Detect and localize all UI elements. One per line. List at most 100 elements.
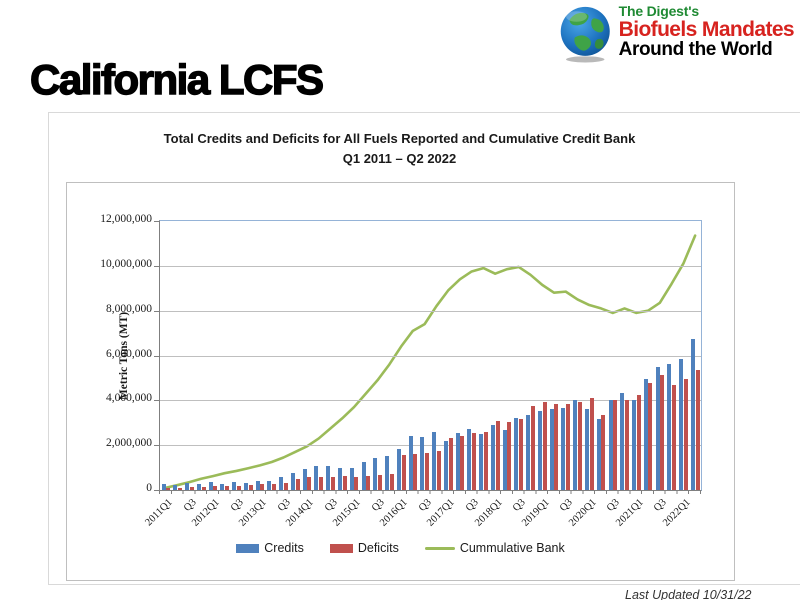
deficits-bar bbox=[601, 414, 606, 490]
legend-item-credits: Credits bbox=[236, 541, 304, 555]
deficits-bar bbox=[542, 402, 547, 490]
chart-title-line2: Q1 2011 – Q2 2022 bbox=[342, 151, 457, 167]
credits-bar bbox=[502, 430, 507, 490]
deficits-bar bbox=[554, 404, 559, 490]
deficits-bar bbox=[436, 450, 441, 490]
deficits-bar bbox=[307, 477, 312, 490]
credits-bar bbox=[338, 467, 342, 490]
credits-bar bbox=[573, 399, 578, 490]
deficits-bar bbox=[483, 431, 488, 490]
deficits-bar bbox=[695, 370, 700, 490]
credits-bar bbox=[620, 392, 625, 490]
last-updated-note: Last Updated 10/31/22 bbox=[625, 588, 752, 600]
y-axis-label: 6,000,000 bbox=[106, 347, 152, 360]
deficits-bar bbox=[330, 476, 335, 490]
credits-bar bbox=[408, 436, 413, 490]
credits-bar bbox=[232, 481, 237, 490]
deficits-bar bbox=[660, 374, 665, 490]
credits-bar bbox=[526, 414, 531, 490]
credits-bar bbox=[196, 484, 201, 490]
deficits-bar bbox=[589, 397, 594, 490]
deficits-bar bbox=[507, 422, 512, 490]
logo-line-biofuels-mandates: Biofuels Mandates bbox=[618, 18, 795, 41]
credits-bar bbox=[608, 399, 613, 490]
credits-bar bbox=[596, 418, 601, 490]
gridline bbox=[160, 355, 701, 357]
credits-bar bbox=[561, 407, 566, 490]
credits-bar bbox=[255, 480, 260, 490]
y-axis-label: 4,000,000 bbox=[106, 392, 152, 405]
y-tick-mark bbox=[154, 490, 160, 491]
credits-bar bbox=[314, 465, 319, 490]
credits-bar bbox=[220, 483, 225, 490]
credits-bar bbox=[326, 466, 331, 490]
deficits-bar bbox=[413, 453, 418, 490]
credits-bar bbox=[467, 429, 472, 490]
credits-bar bbox=[455, 432, 460, 490]
deficits-bar bbox=[683, 379, 688, 490]
chart-title-line1: Total Credits and Deficits for All Fuels… bbox=[163, 131, 636, 146]
legend-label-cumulative-bank: Cummulative Bank bbox=[459, 541, 565, 555]
deficits-bar bbox=[636, 395, 641, 490]
deficits-bar bbox=[236, 485, 241, 490]
gridline bbox=[160, 400, 701, 402]
y-tick-mark bbox=[154, 265, 160, 267]
deficits-bar bbox=[166, 487, 171, 490]
gridline bbox=[160, 310, 701, 312]
credits-bar bbox=[537, 410, 542, 490]
logo-line-around-the-world: Around the World bbox=[618, 39, 773, 60]
credits-bar bbox=[584, 408, 589, 490]
logo-text: The Digest's Biofuels Mandates Around th… bbox=[618, 4, 795, 60]
credits-bar bbox=[396, 448, 401, 490]
deficits-bar bbox=[189, 487, 194, 490]
credits-bar bbox=[420, 437, 425, 490]
credits-bar bbox=[632, 400, 637, 490]
credits-bar bbox=[679, 358, 684, 490]
biofuels-digest-logo: The Digest's Biofuels Mandates Around th… bbox=[559, 4, 795, 64]
deficits-bar bbox=[248, 485, 253, 490]
y-tick-mark bbox=[154, 355, 160, 357]
gridline bbox=[160, 445, 701, 447]
credits-bar bbox=[208, 482, 213, 490]
deficits-bar bbox=[178, 487, 183, 490]
deficits-swatch bbox=[329, 543, 353, 553]
credits-bar bbox=[385, 456, 390, 490]
legend-label-deficits: Deficits bbox=[357, 541, 399, 555]
deficits-bar bbox=[519, 418, 524, 490]
legend-label-credits: Credits bbox=[264, 541, 304, 555]
credits-bar bbox=[514, 417, 519, 490]
credits-bar bbox=[361, 461, 366, 490]
credits-bar bbox=[443, 441, 448, 490]
deficits-bar bbox=[460, 436, 465, 490]
credits-bar bbox=[290, 472, 295, 490]
credits-bar bbox=[267, 481, 272, 490]
plot-area: Metric Tons (MT) bbox=[118, 220, 702, 491]
globe-icon bbox=[560, 6, 610, 63]
y-axis-label: 2,000,000 bbox=[106, 437, 152, 450]
chart: Metric Tons (MT) Credits Deficits Cummul… bbox=[66, 182, 735, 581]
legend: Credits Deficits Cummulative Bank bbox=[67, 541, 734, 555]
deficits-bar bbox=[577, 402, 582, 490]
deficits-bar bbox=[283, 483, 288, 490]
gridline bbox=[160, 265, 701, 267]
credits-bar bbox=[185, 483, 190, 490]
x-axis-ticks bbox=[159, 490, 701, 494]
deficits-bar bbox=[295, 478, 300, 490]
y-tick-mark bbox=[154, 310, 160, 312]
credits-bar bbox=[373, 457, 378, 490]
y-axis-label: 0 bbox=[146, 482, 152, 494]
content-panel: Total Credits and Deficits for All Fuels… bbox=[48, 112, 800, 585]
deficits-bar bbox=[319, 476, 324, 490]
deficits-bar bbox=[213, 486, 218, 490]
deficits-bar bbox=[672, 385, 677, 490]
y-tick-mark bbox=[154, 445, 160, 447]
deficits-bar bbox=[472, 432, 477, 490]
deficits-bar bbox=[377, 474, 382, 490]
credits-bar bbox=[690, 338, 695, 490]
deficits-bar bbox=[566, 404, 571, 490]
credits-bar bbox=[643, 379, 648, 490]
cumulative-bank-swatch bbox=[424, 546, 455, 550]
deficits-bar bbox=[648, 382, 653, 490]
credits-bar bbox=[173, 485, 178, 490]
